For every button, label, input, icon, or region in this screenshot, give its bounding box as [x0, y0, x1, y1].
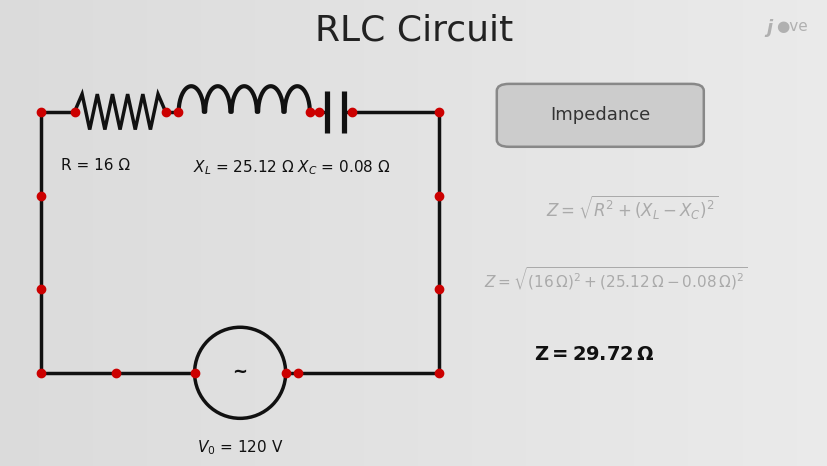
Text: $\bf{Z = 29.72\,\Omega}$: $\bf{Z = 29.72\,\Omega}$ [533, 345, 653, 363]
Text: $X_C$ = 0.08 Ω: $X_C$ = 0.08 Ω [297, 158, 390, 177]
Text: $X_L$ = 25.12 Ω: $X_L$ = 25.12 Ω [194, 158, 294, 177]
FancyBboxPatch shape [496, 84, 703, 147]
Text: $Z = \sqrt{(16\,\Omega)^2 + (25.12\,\Omega - 0.08\,\Omega)^2}$: $Z = \sqrt{(16\,\Omega)^2 + (25.12\,\Ome… [484, 266, 747, 293]
Text: ●ve: ●ve [775, 19, 806, 34]
Text: R = 16 Ω: R = 16 Ω [60, 158, 130, 173]
Text: j: j [765, 19, 771, 37]
Text: $V_0$ = 120 V: $V_0$ = 120 V [197, 438, 283, 457]
Text: $Z = \sqrt{R^2 + (X_L - X_C)^2}$: $Z = \sqrt{R^2 + (X_L - X_C)^2}$ [546, 193, 718, 221]
Text: ~: ~ [232, 363, 247, 380]
Text: Impedance: Impedance [549, 106, 650, 124]
Text: RLC Circuit: RLC Circuit [314, 14, 513, 48]
